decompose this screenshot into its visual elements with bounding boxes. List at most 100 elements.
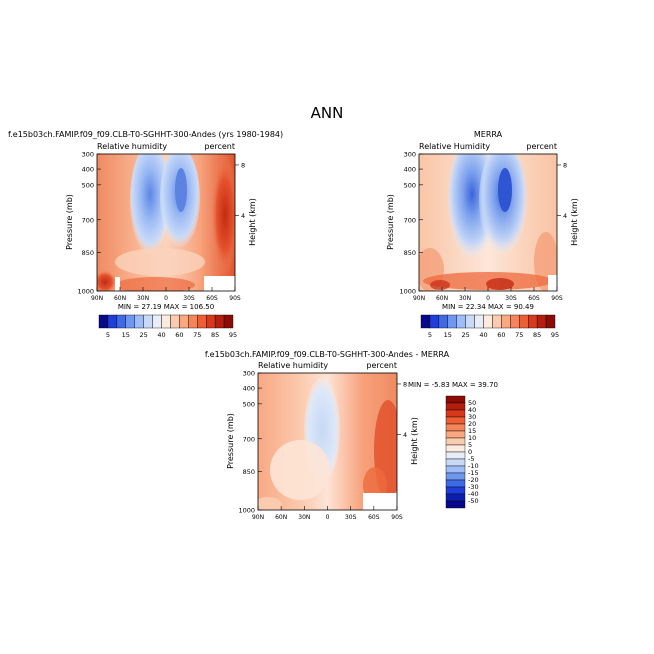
colorbar-label: 50	[468, 399, 476, 407]
x-tick-label: 90N	[91, 295, 103, 302]
y-tick-label: 850	[243, 468, 255, 476]
colorbar-label: -30	[468, 483, 479, 491]
colorbar-swatch	[445, 458, 466, 467]
y-axis-label: Pressure (mb)	[65, 194, 74, 250]
y2-axis-label: Height (km)	[570, 198, 579, 246]
colorbar-label: 75	[515, 331, 523, 339]
y-ticks: 300 400 500 700 850 1000	[399, 151, 423, 296]
colorbar-label: -15	[468, 469, 479, 477]
colorbar-swatch	[445, 423, 466, 432]
colorbar-swatch	[510, 314, 520, 329]
colorbar-swatch	[420, 314, 431, 329]
colorbar-swatch	[483, 314, 493, 329]
colorbar-label: 85	[533, 331, 541, 339]
colorbar-swatch	[179, 314, 189, 329]
colorbar-label: 15	[468, 427, 476, 435]
colorbar: 5 15 25 40 60 75 85 95	[98, 314, 237, 339]
y-axis-label: Pressure (mb)	[386, 194, 395, 250]
colorbar-label: -5	[468, 455, 474, 463]
figure-title: ANN	[311, 104, 344, 122]
x-tick-label: 90S	[229, 295, 241, 302]
y2-tick-label: 8	[241, 161, 245, 169]
colorbar-label: 5	[428, 331, 432, 339]
units-label: percent	[526, 142, 557, 151]
contour-field	[419, 154, 557, 291]
colorbar-swatch	[438, 314, 449, 329]
colorbar-label: 5	[106, 331, 110, 339]
x-tick-label: 60N	[436, 295, 448, 302]
colorbar-swatch	[536, 314, 547, 329]
contour-field	[97, 154, 235, 291]
colorbar-swatch	[545, 314, 556, 329]
panel-title: f.e15b03ch.FAMIP.f09_f09.CLB-T0-SGHHT-30…	[205, 350, 450, 359]
colorbar-swatch	[205, 314, 216, 329]
y-tick-label: 300	[82, 151, 94, 159]
y-tick-label: 850	[82, 249, 94, 257]
colorbar-label: -20	[468, 476, 479, 484]
colorbar-swatch	[98, 314, 109, 329]
x-ticks: 90N 60N 30N 0 30S 60S 90S	[91, 287, 241, 302]
colorbar-swatch	[456, 314, 466, 329]
colorbar-swatch	[214, 314, 225, 329]
colorbar-swatch	[445, 402, 466, 411]
x-tick-label: 30S	[505, 295, 517, 302]
y2-axis-label: Height (km)	[410, 417, 419, 465]
colorbar-swatch	[465, 314, 475, 329]
y-tick-label: 1000	[399, 288, 416, 296]
y-tick-label: 1000	[238, 507, 255, 515]
y2-tick-label: 4	[241, 212, 245, 220]
y-tick-label: 700	[82, 216, 94, 224]
colorbar-swatch	[445, 465, 466, 474]
x-tick-label: 60S	[528, 295, 540, 302]
colorbar-swatch	[445, 479, 466, 488]
y-tick-label: 700	[404, 216, 416, 224]
y-tick-label: 300	[243, 370, 255, 378]
x-tick-label: 30N	[137, 295, 149, 302]
y-axis-label: Pressure (mb)	[226, 413, 235, 469]
colorbar-swatch	[445, 486, 466, 495]
colorbar-label: 40	[157, 331, 165, 339]
y2-tick-label: 4	[403, 431, 407, 439]
colorbar-swatch	[492, 314, 502, 329]
colorbar-label: 5	[468, 441, 472, 449]
stats-label: MIN = 27.19 MAX = 106.50	[118, 303, 214, 311]
colorbar-label: -40	[468, 490, 479, 498]
y-tick-label: 400	[243, 385, 255, 393]
y-tick-label: 400	[404, 166, 416, 174]
colorbar-label: 10	[468, 434, 476, 442]
colorbar-swatch	[445, 451, 466, 460]
contour-field	[258, 373, 397, 510]
colorbar-label: 20	[468, 420, 476, 428]
units-label: percent	[366, 361, 397, 370]
panel-merra: MERRA Relative Humidity percent Pressure…	[386, 130, 579, 339]
x-tick-label: 30N	[459, 295, 471, 302]
panel-difference: f.e15b03ch.FAMIP.f09_f09.CLB-T0-SGHHT-30…	[205, 350, 498, 521]
colorbar-swatch	[188, 314, 198, 329]
colorbar-swatch	[107, 314, 118, 329]
panel-title: MERRA	[474, 130, 503, 139]
colorbar-label: 25	[140, 331, 148, 339]
x-tick-label: 60S	[206, 295, 218, 302]
y2-ticks: 84	[557, 161, 567, 220]
colorbar-swatch	[474, 314, 484, 329]
colorbar-swatch	[445, 430, 466, 439]
colorbar-label: 25	[462, 331, 470, 339]
colorbar-swatch	[501, 314, 511, 329]
x-tick-label: 30S	[345, 514, 357, 521]
stats-label: MIN = -5.83 MAX = 39.70	[408, 381, 498, 389]
colorbar-swatch	[528, 314, 538, 329]
colorbar-swatch	[170, 314, 180, 329]
colorbar-swatch	[445, 493, 466, 502]
variable-label: Relative Humidity	[419, 142, 490, 151]
x-tick-label: 30S	[183, 295, 195, 302]
colorbar-swatch	[445, 500, 466, 509]
y-tick-label: 300	[404, 151, 416, 159]
y2-ticks: 84	[235, 161, 245, 220]
colorbar-swatch	[197, 314, 207, 329]
x-tick-label: 90N	[252, 514, 264, 521]
colorbar-swatch	[447, 314, 457, 329]
colorbar-swatch	[152, 314, 162, 329]
colorbar-swatch	[445, 472, 466, 481]
